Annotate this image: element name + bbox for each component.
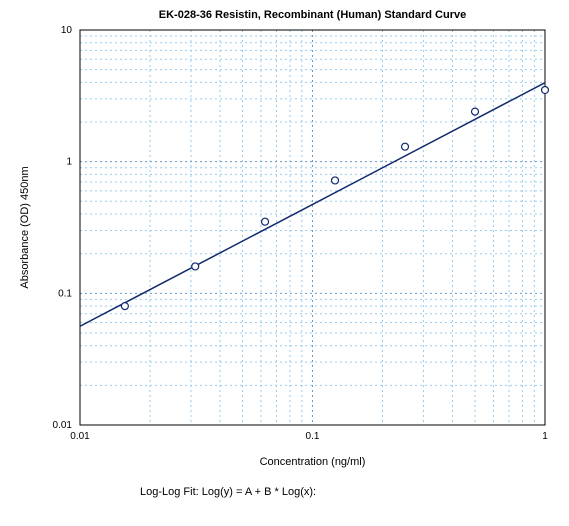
data-point (192, 263, 199, 270)
y-tick-label: 0.01 (53, 420, 73, 431)
x-axis-label: Concentration (ng/ml) (260, 456, 366, 468)
data-point (402, 143, 409, 150)
chart-container: 0.01 0.1 1 0.01 0.1 1 10 EK-028-36 Resistin, Re… (0, 0, 569, 526)
chart-title: EK-028-36 Resistin, Recombinant (Human) … (159, 9, 466, 21)
footer-text: Log-Log Fit: Log(y) = A + B * Log(x): (140, 486, 316, 498)
data-point (542, 87, 549, 94)
data-point (262, 218, 269, 225)
y-tick-label: 1 (66, 157, 72, 168)
data-point (472, 108, 479, 115)
chart-bg (0, 0, 569, 526)
y-tick-label: 0.1 (58, 288, 72, 299)
x-tick-label: 1 (542, 431, 548, 442)
y-tick-label: 10 (61, 25, 73, 36)
x-tick-label: 0.1 (306, 431, 320, 442)
data-point (332, 177, 339, 184)
y-axis-label: Absorbance (OD) 450nm (19, 166, 31, 288)
data-point (121, 303, 128, 310)
standard-curve-chart: 0.01 0.1 1 0.01 0.1 1 10 EK-028-36 Resistin, Re… (0, 0, 569, 526)
x-tick-label: 0.01 (70, 431, 90, 442)
